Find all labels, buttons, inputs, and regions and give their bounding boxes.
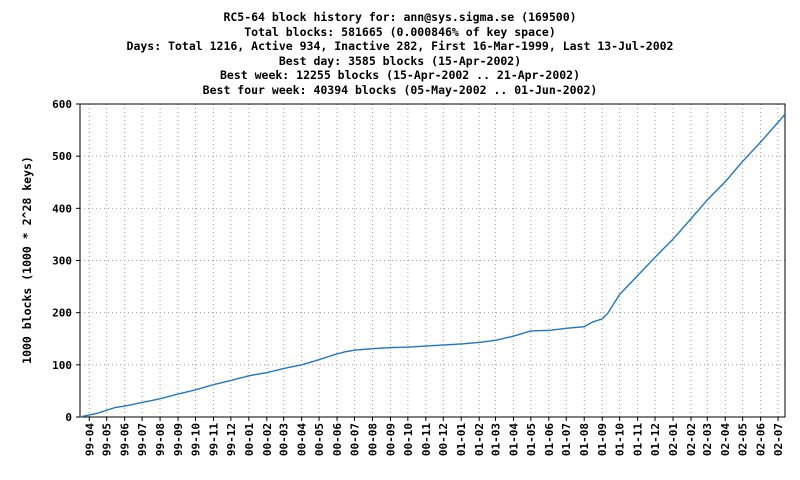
best-four-week-line: Best four week: 40394 blocks (05-May-200…	[202, 82, 598, 97]
x-tick-label: 01-05	[525, 423, 538, 456]
y-tick-label: 400	[52, 202, 72, 215]
total-blocks-line: Total blocks: 581665 (0.000846% of key s…	[244, 24, 556, 39]
x-tick-label: 02-04	[719, 423, 732, 456]
x-tick-label: 99-07	[136, 423, 149, 456]
x-tick-label: 00-10	[402, 423, 415, 456]
x-tick-label: 01-08	[578, 423, 591, 456]
chart-header: RC5-64 block history for: ann@sys.sigma.…	[0, 10, 800, 97]
x-tick-label: 99-05	[101, 423, 114, 456]
x-tick-label: 00-03	[278, 423, 291, 456]
chart-title: RC5-64 block history for: ann@sys.sigma.…	[223, 10, 577, 24]
y-tick-label: 100	[52, 359, 72, 372]
x-tick-label: 01-03	[489, 423, 502, 456]
x-tick-label: 00-05	[313, 423, 326, 456]
x-tick-label: 99-11	[207, 423, 220, 456]
x-tick-label: 01-11	[632, 423, 645, 456]
x-tick-label: 01-09	[596, 423, 609, 456]
x-tick-label: 02-02	[685, 423, 698, 456]
x-tick-label: 01-02	[473, 423, 486, 456]
best-day-line: Best day: 3585 blocks (15-Apr-2002)	[278, 53, 522, 68]
x-tick-label: 02-07	[772, 423, 785, 456]
y-tick-label: 300	[52, 255, 72, 268]
x-tick-label: 00-09	[384, 423, 397, 456]
y-axis: 0 100 200 300 400 500 600	[52, 98, 80, 424]
x-tick-label: 99-08	[154, 423, 167, 456]
x-tick-label: 00-08	[366, 423, 379, 456]
series-line	[79, 113, 786, 418]
y-tick-label: 500	[52, 150, 72, 163]
x-tick-label: 01-01	[455, 423, 468, 456]
x-tick-label: 01-06	[543, 423, 556, 456]
x-tick-label: 01-12	[649, 423, 662, 456]
y-axis-title: 1000 blocks (1000 * 2^28 keys)	[20, 156, 34, 364]
x-tick-label: 02-05	[737, 423, 750, 456]
x-tick-label: 99-04	[83, 423, 96, 456]
x-axis: 99-04 99-05 99-06 99-07 99-08 99-09 99-10 99-11…	[83, 417, 785, 456]
x-tick-label: 01-04	[507, 423, 520, 456]
y-tick-label: 600	[52, 98, 72, 111]
x-tick-label: 00-02	[261, 423, 274, 456]
x-tick-label: 99-06	[119, 423, 132, 456]
x-tick-label: 00-06	[331, 423, 344, 456]
x-tick-label: 01-07	[560, 423, 573, 456]
x-tick-label: 00-04	[296, 423, 309, 456]
x-tick-label: 00-11	[420, 423, 433, 456]
grid	[80, 104, 785, 417]
x-tick-label: 99-12	[225, 423, 238, 456]
x-tick-label: 00-01	[243, 423, 256, 456]
x-tick-label: 99-09	[172, 423, 185, 456]
x-tick-label: 00-07	[348, 423, 361, 456]
x-tick-label: 02-06	[755, 423, 768, 456]
x-tick-label: 02-03	[701, 423, 714, 456]
x-tick-label: 00-12	[437, 423, 450, 456]
y-tick-label: 200	[52, 307, 72, 320]
days-summary-line: Days: Total 1216, Active 934, Inactive 2…	[126, 39, 674, 53]
x-tick-label: 99-10	[189, 423, 202, 456]
y-tick-label: 0	[65, 411, 72, 424]
best-week-line: Best week: 12255 blocks (15-Apr-2002 .. …	[219, 68, 581, 82]
x-tick-label: 01-10	[614, 423, 627, 456]
x-tick-label: 02-01	[667, 423, 680, 456]
